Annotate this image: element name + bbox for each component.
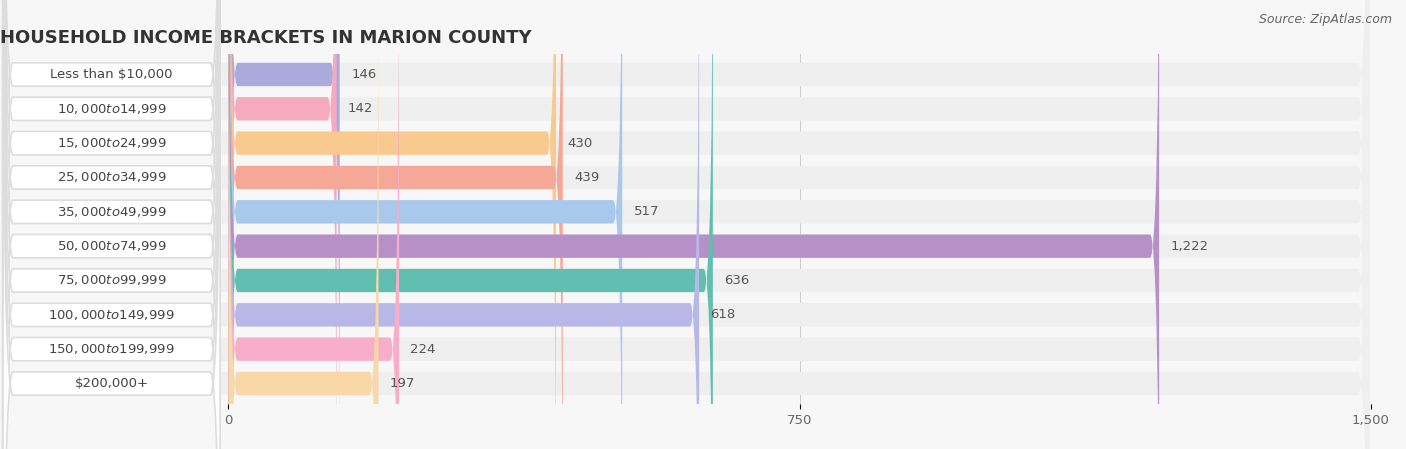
FancyBboxPatch shape: [3, 0, 221, 449]
Text: 439: 439: [574, 171, 599, 184]
FancyBboxPatch shape: [1, 0, 1369, 449]
FancyBboxPatch shape: [1, 0, 1369, 449]
Text: 146: 146: [352, 68, 377, 81]
FancyBboxPatch shape: [1, 0, 1369, 449]
FancyBboxPatch shape: [228, 0, 378, 449]
FancyBboxPatch shape: [3, 0, 221, 449]
FancyBboxPatch shape: [228, 0, 399, 449]
FancyBboxPatch shape: [1, 0, 1369, 449]
FancyBboxPatch shape: [3, 0, 221, 449]
FancyBboxPatch shape: [1, 0, 1369, 449]
Text: 618: 618: [710, 308, 735, 321]
FancyBboxPatch shape: [228, 0, 713, 449]
Text: $75,000 to $99,999: $75,000 to $99,999: [56, 273, 166, 287]
Text: 1,222: 1,222: [1171, 240, 1209, 253]
FancyBboxPatch shape: [3, 0, 221, 449]
Text: $35,000 to $49,999: $35,000 to $49,999: [56, 205, 166, 219]
FancyBboxPatch shape: [1, 0, 1369, 449]
Text: $10,000 to $14,999: $10,000 to $14,999: [56, 102, 166, 116]
FancyBboxPatch shape: [228, 0, 562, 449]
FancyBboxPatch shape: [3, 0, 221, 449]
FancyBboxPatch shape: [1, 0, 1369, 449]
Text: 224: 224: [411, 343, 436, 356]
Text: $50,000 to $74,999: $50,000 to $74,999: [56, 239, 166, 253]
FancyBboxPatch shape: [228, 0, 623, 449]
Text: Source: ZipAtlas.com: Source: ZipAtlas.com: [1258, 13, 1392, 26]
FancyBboxPatch shape: [1, 0, 1369, 449]
FancyBboxPatch shape: [3, 0, 221, 449]
FancyBboxPatch shape: [228, 0, 699, 449]
Text: $25,000 to $34,999: $25,000 to $34,999: [56, 171, 166, 185]
Text: 430: 430: [568, 136, 593, 150]
FancyBboxPatch shape: [228, 0, 555, 449]
FancyBboxPatch shape: [228, 0, 336, 449]
Text: $200,000+: $200,000+: [75, 377, 149, 390]
Text: $150,000 to $199,999: $150,000 to $199,999: [48, 342, 174, 356]
FancyBboxPatch shape: [3, 0, 221, 449]
Text: HOUSEHOLD INCOME BRACKETS IN MARION COUNTY: HOUSEHOLD INCOME BRACKETS IN MARION COUN…: [0, 29, 531, 47]
FancyBboxPatch shape: [228, 0, 340, 449]
Text: Less than $10,000: Less than $10,000: [51, 68, 173, 81]
FancyBboxPatch shape: [3, 0, 221, 449]
Text: 517: 517: [634, 205, 659, 218]
Text: $15,000 to $24,999: $15,000 to $24,999: [56, 136, 166, 150]
Text: 197: 197: [389, 377, 415, 390]
FancyBboxPatch shape: [1, 0, 1369, 449]
FancyBboxPatch shape: [1, 0, 1369, 449]
FancyBboxPatch shape: [3, 0, 221, 449]
FancyBboxPatch shape: [3, 0, 221, 449]
Text: 142: 142: [349, 102, 374, 115]
Text: 636: 636: [724, 274, 749, 287]
Text: $100,000 to $149,999: $100,000 to $149,999: [48, 308, 174, 322]
FancyBboxPatch shape: [228, 0, 1159, 449]
